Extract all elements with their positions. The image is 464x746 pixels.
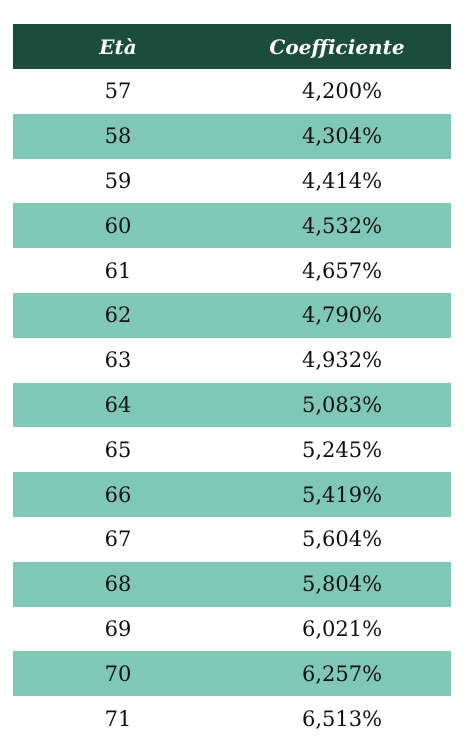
coefficient-cell: 5,083%: [301, 392, 383, 417]
age-cell: 59: [104, 168, 132, 193]
coefficient-cell: 4,532%: [301, 213, 383, 238]
table-row: 69 6,021%: [13, 607, 451, 652]
coefficient-cell: 4,790%: [301, 303, 383, 328]
table-row: 66 5,419%: [13, 472, 451, 517]
table-row: 61 4,657%: [13, 248, 451, 293]
age-cell: 61: [104, 258, 132, 283]
age-cell: 60: [104, 213, 132, 238]
age-cell: 67: [104, 527, 132, 552]
coefficient-cell: 4,657%: [301, 258, 383, 283]
coefficient-cell: 5,245%: [301, 437, 383, 462]
age-cell: 63: [104, 348, 132, 373]
table-row: 64 5,083%: [13, 382, 451, 428]
table-row: 63 4,932%: [13, 338, 451, 383]
age-cell: 70: [104, 661, 132, 686]
coefficient-cell: 4,200%: [301, 79, 383, 104]
coefficient-cell: 6,021%: [301, 616, 383, 641]
age-cell: 71: [104, 706, 132, 731]
table-row: 67 5,604%: [13, 517, 451, 562]
coefficient-cell: 4,932%: [301, 348, 383, 373]
coefficient-cell: 4,414%: [301, 168, 383, 193]
table-row: 71 6,513%: [13, 696, 451, 741]
table-row: 57 4,200%: [13, 69, 451, 114]
age-cell: 64: [104, 392, 132, 417]
coefficient-cell: 5,419%: [301, 482, 383, 507]
table-row: 58 4,304%: [13, 113, 451, 159]
coefficient-table: Età Coefficiente 57 4,200% 58 4,304% 59 …: [13, 24, 451, 741]
table-row: 68 5,804%: [13, 561, 451, 607]
table-header: Età Coefficiente: [13, 24, 451, 69]
age-cell: 57: [104, 79, 132, 104]
age-cell: 68: [104, 572, 132, 597]
age-cell: 66: [104, 482, 132, 507]
table-row: 60 4,532%: [13, 203, 451, 249]
age-cell: 69: [104, 616, 132, 641]
table-row: 65 5,245%: [13, 427, 451, 472]
table-row: 59 4,414%: [13, 159, 451, 204]
header-age: Età: [99, 34, 137, 59]
coefficient-cell: 6,257%: [301, 661, 383, 686]
coefficient-cell: 6,513%: [301, 706, 383, 731]
age-cell: 65: [104, 437, 132, 462]
age-cell: 58: [104, 124, 132, 149]
coefficient-cell: 5,604%: [301, 527, 383, 552]
table-row: 70 6,257%: [13, 651, 451, 697]
age-cell: 62: [104, 303, 132, 328]
coefficient-cell: 4,304%: [301, 124, 383, 149]
header-coefficient: Coefficiente: [269, 34, 405, 59]
table-row: 62 4,790%: [13, 292, 451, 338]
coefficient-cell: 5,804%: [301, 572, 383, 597]
